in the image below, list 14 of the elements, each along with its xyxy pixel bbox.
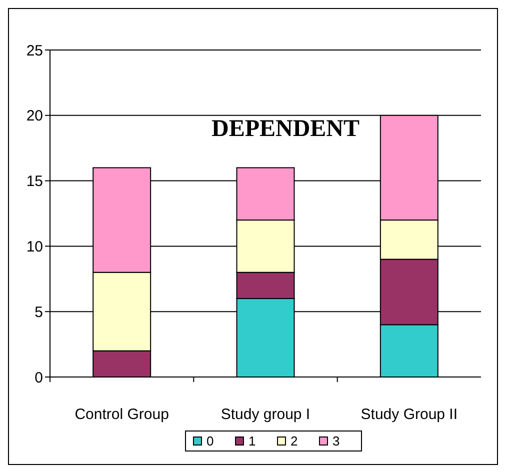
y-tick-label: 15 (26, 173, 43, 190)
y-tick-label: 25 (26, 42, 43, 60)
y-tick-label: 20 (26, 108, 43, 125)
legend-label: 2 (290, 434, 298, 449)
y-tick-label: 5 (34, 304, 43, 321)
legend-label: 0 (206, 434, 214, 449)
y-tick-label: 0 (34, 369, 43, 386)
y-tick-label: 10 (26, 238, 43, 256)
x-tick-label: Study group I (220, 406, 310, 423)
legend-label: 3 (332, 434, 340, 449)
x-tick-label: Study Group II (360, 406, 458, 423)
legend-label: 1 (248, 434, 256, 449)
text: DEPENDENT (211, 116, 360, 142)
x-tick-label: Control Group (74, 406, 169, 423)
